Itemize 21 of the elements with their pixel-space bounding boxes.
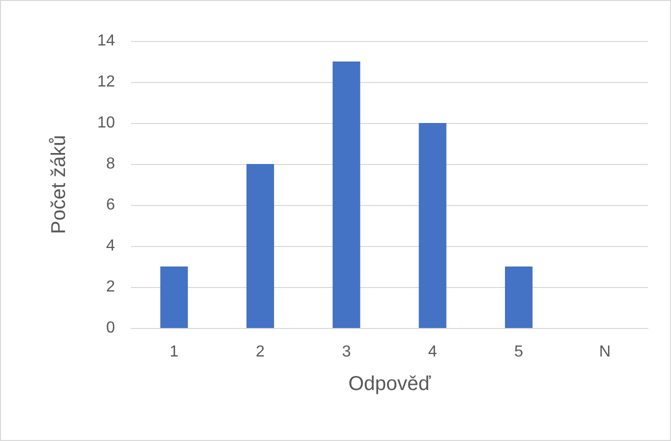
y-tick-label: 0	[106, 320, 116, 336]
y-tick-label: 8	[106, 156, 116, 172]
bar	[160, 266, 188, 328]
x-tick-label: 3	[342, 344, 351, 360]
x-axis-title: Odpověď	[348, 373, 432, 395]
y-tick-label: 2	[106, 278, 116, 296]
bar	[504, 266, 533, 328]
y-tick-label: 12	[97, 74, 116, 90]
x-tick-label: 2	[256, 344, 265, 360]
bar	[332, 62, 360, 328]
y-tick-label: 14	[97, 32, 116, 50]
x-tick-label: 4	[428, 344, 438, 360]
x-tick-label: 1	[170, 344, 179, 360]
bar	[418, 123, 446, 328]
bar	[246, 164, 274, 328]
x-tick-label: N	[599, 344, 611, 360]
y-tick-label: 6	[106, 196, 116, 214]
x-tick-label: 5	[514, 344, 524, 360]
y-tick-label: 10	[97, 114, 116, 132]
y-axis-title: Počet žáků	[48, 135, 70, 234]
y-tick-label: 4	[106, 238, 116, 254]
